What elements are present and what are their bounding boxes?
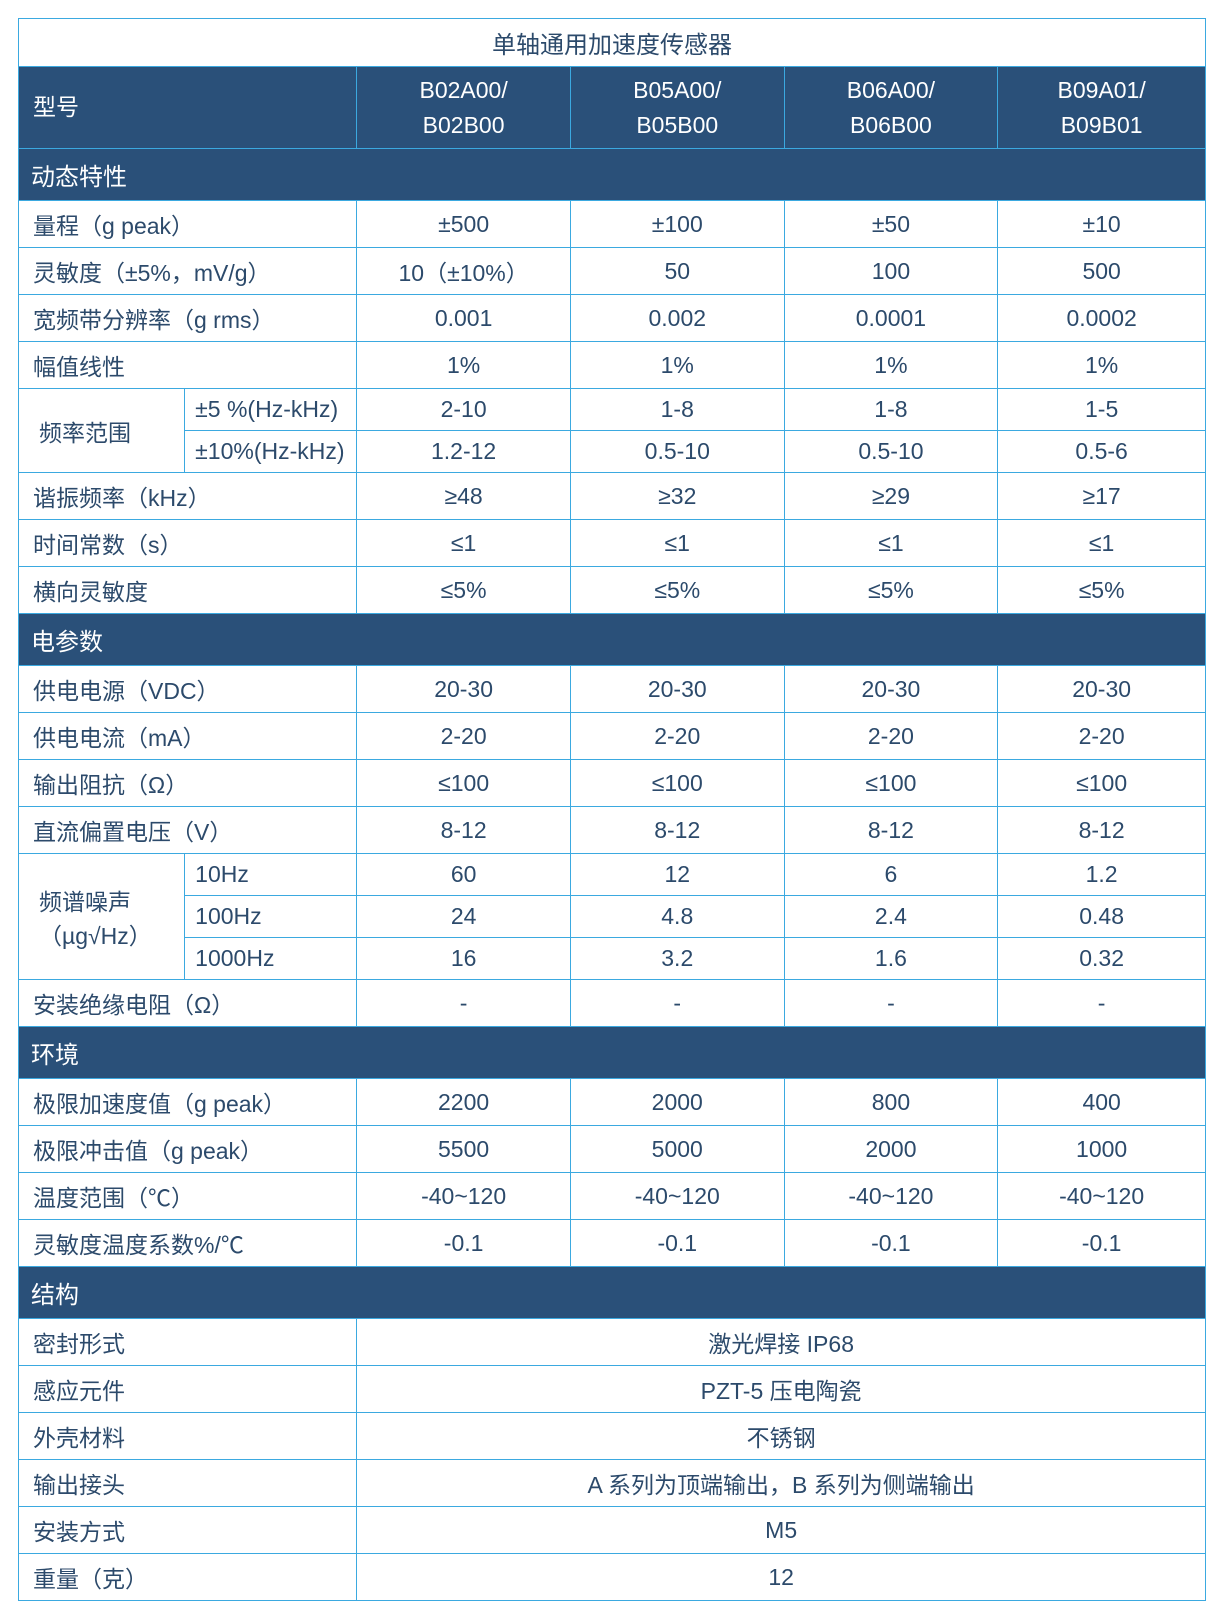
row-amplitude-linearity: 幅值线性 1% 1% 1% 1%	[19, 342, 1206, 389]
row-temp-coeff: 灵敏度温度系数%/℃ -0.1 -0.1 -0.1 -0.1	[19, 1220, 1206, 1267]
row-noise-100hz: 100Hz 24 4.8 2.4 0.48	[19, 896, 1206, 938]
model-col-0: B02A00/B02B00	[357, 67, 571, 149]
row-dc-bias: 直流偏置电压（V） 8-12 8-12 8-12 8-12	[19, 807, 1206, 854]
row-mounting: 安装方式 M5	[19, 1507, 1206, 1554]
section-structure-header: 结构	[19, 1267, 1206, 1319]
section-electrical-header: 电参数	[19, 614, 1206, 666]
section-environment-header: 环境	[19, 1027, 1206, 1079]
row-freq-10pct: ±10%(Hz-kHz) 1.2-12 0.5-10 0.5-10 0.5-6	[19, 431, 1206, 473]
row-noise-1000hz: 1000Hz 16 3.2 1.6 0.32	[19, 938, 1206, 980]
row-sensing-element: 感应元件 PZT-5 压电陶瓷	[19, 1366, 1206, 1413]
row-power-supply: 供电电源（VDC） 20-30 20-30 20-30 20-30	[19, 666, 1206, 713]
row-range: 量程（g peak） ±500 ±100 ±50 ±10	[19, 201, 1206, 248]
row-seal: 密封形式 激光焊接 IP68	[19, 1319, 1206, 1366]
row-resonance: 谐振频率（kHz） ≥48 ≥32 ≥29 ≥17	[19, 473, 1206, 520]
model-col-1: B05A00/B05B00	[570, 67, 784, 149]
row-transverse-sens: 横向灵敏度 ≤5% ≤5% ≤5% ≤5%	[19, 567, 1206, 614]
spec-table: 单轴通用加速度传感器 型号 B02A00/B02B00 B05A00/B05B0…	[18, 18, 1206, 1601]
row-temp-range: 温度范围（℃） -40~120 -40~120 -40~120 -40~120	[19, 1173, 1206, 1220]
model-col-2: B06A00/B06B00	[784, 67, 998, 149]
row-connector: 输出接头 A 系列为顶端输出，B 系列为侧端输出	[19, 1460, 1206, 1507]
row-freq-5pct: 频率范围 ±5 %(Hz-kHz) 2-10 1-8 1-8 1-5	[19, 389, 1206, 431]
row-insulation: 安装绝缘电阻（Ω） - - - -	[19, 980, 1206, 1027]
row-sensitivity: 灵敏度（±5%，mV/g） 10（±10%） 50 100 500	[19, 248, 1206, 295]
row-output-impedance: 输出阻抗（Ω） ≤100 ≤100 ≤100 ≤100	[19, 760, 1206, 807]
table-title: 单轴通用加速度传感器	[19, 19, 1206, 67]
row-accel-limit: 极限加速度值（g peak） 2200 2000 800 400	[19, 1079, 1206, 1126]
model-label: 型号	[19, 67, 357, 149]
model-col-3: B09A01/B09B01	[998, 67, 1206, 149]
freq-range-group: 频率范围	[19, 389, 185, 473]
title-row: 单轴通用加速度传感器	[19, 19, 1206, 67]
row-power-current: 供电电流（mA） 2-20 2-20 2-20 2-20	[19, 713, 1206, 760]
row-noise-10hz: 频谱噪声（µg√Hz） 10Hz 60 12 6 1.2	[19, 854, 1206, 896]
row-weight: 重量（克） 12	[19, 1554, 1206, 1601]
model-header-row: 型号 B02A00/B02B00 B05A00/B05B00 B06A00/B0…	[19, 67, 1206, 149]
noise-group: 频谱噪声（µg√Hz）	[19, 854, 185, 980]
row-broadband-res: 宽频带分辨率（g rms） 0.001 0.002 0.0001 0.0002	[19, 295, 1206, 342]
section-dynamic-header: 动态特性	[19, 149, 1206, 201]
row-time-constant: 时间常数（s） ≤1 ≤1 ≤1 ≤1	[19, 520, 1206, 567]
row-shock-limit: 极限冲击值（g peak） 5500 5000 2000 1000	[19, 1126, 1206, 1173]
row-housing: 外壳材料 不锈钢	[19, 1413, 1206, 1460]
